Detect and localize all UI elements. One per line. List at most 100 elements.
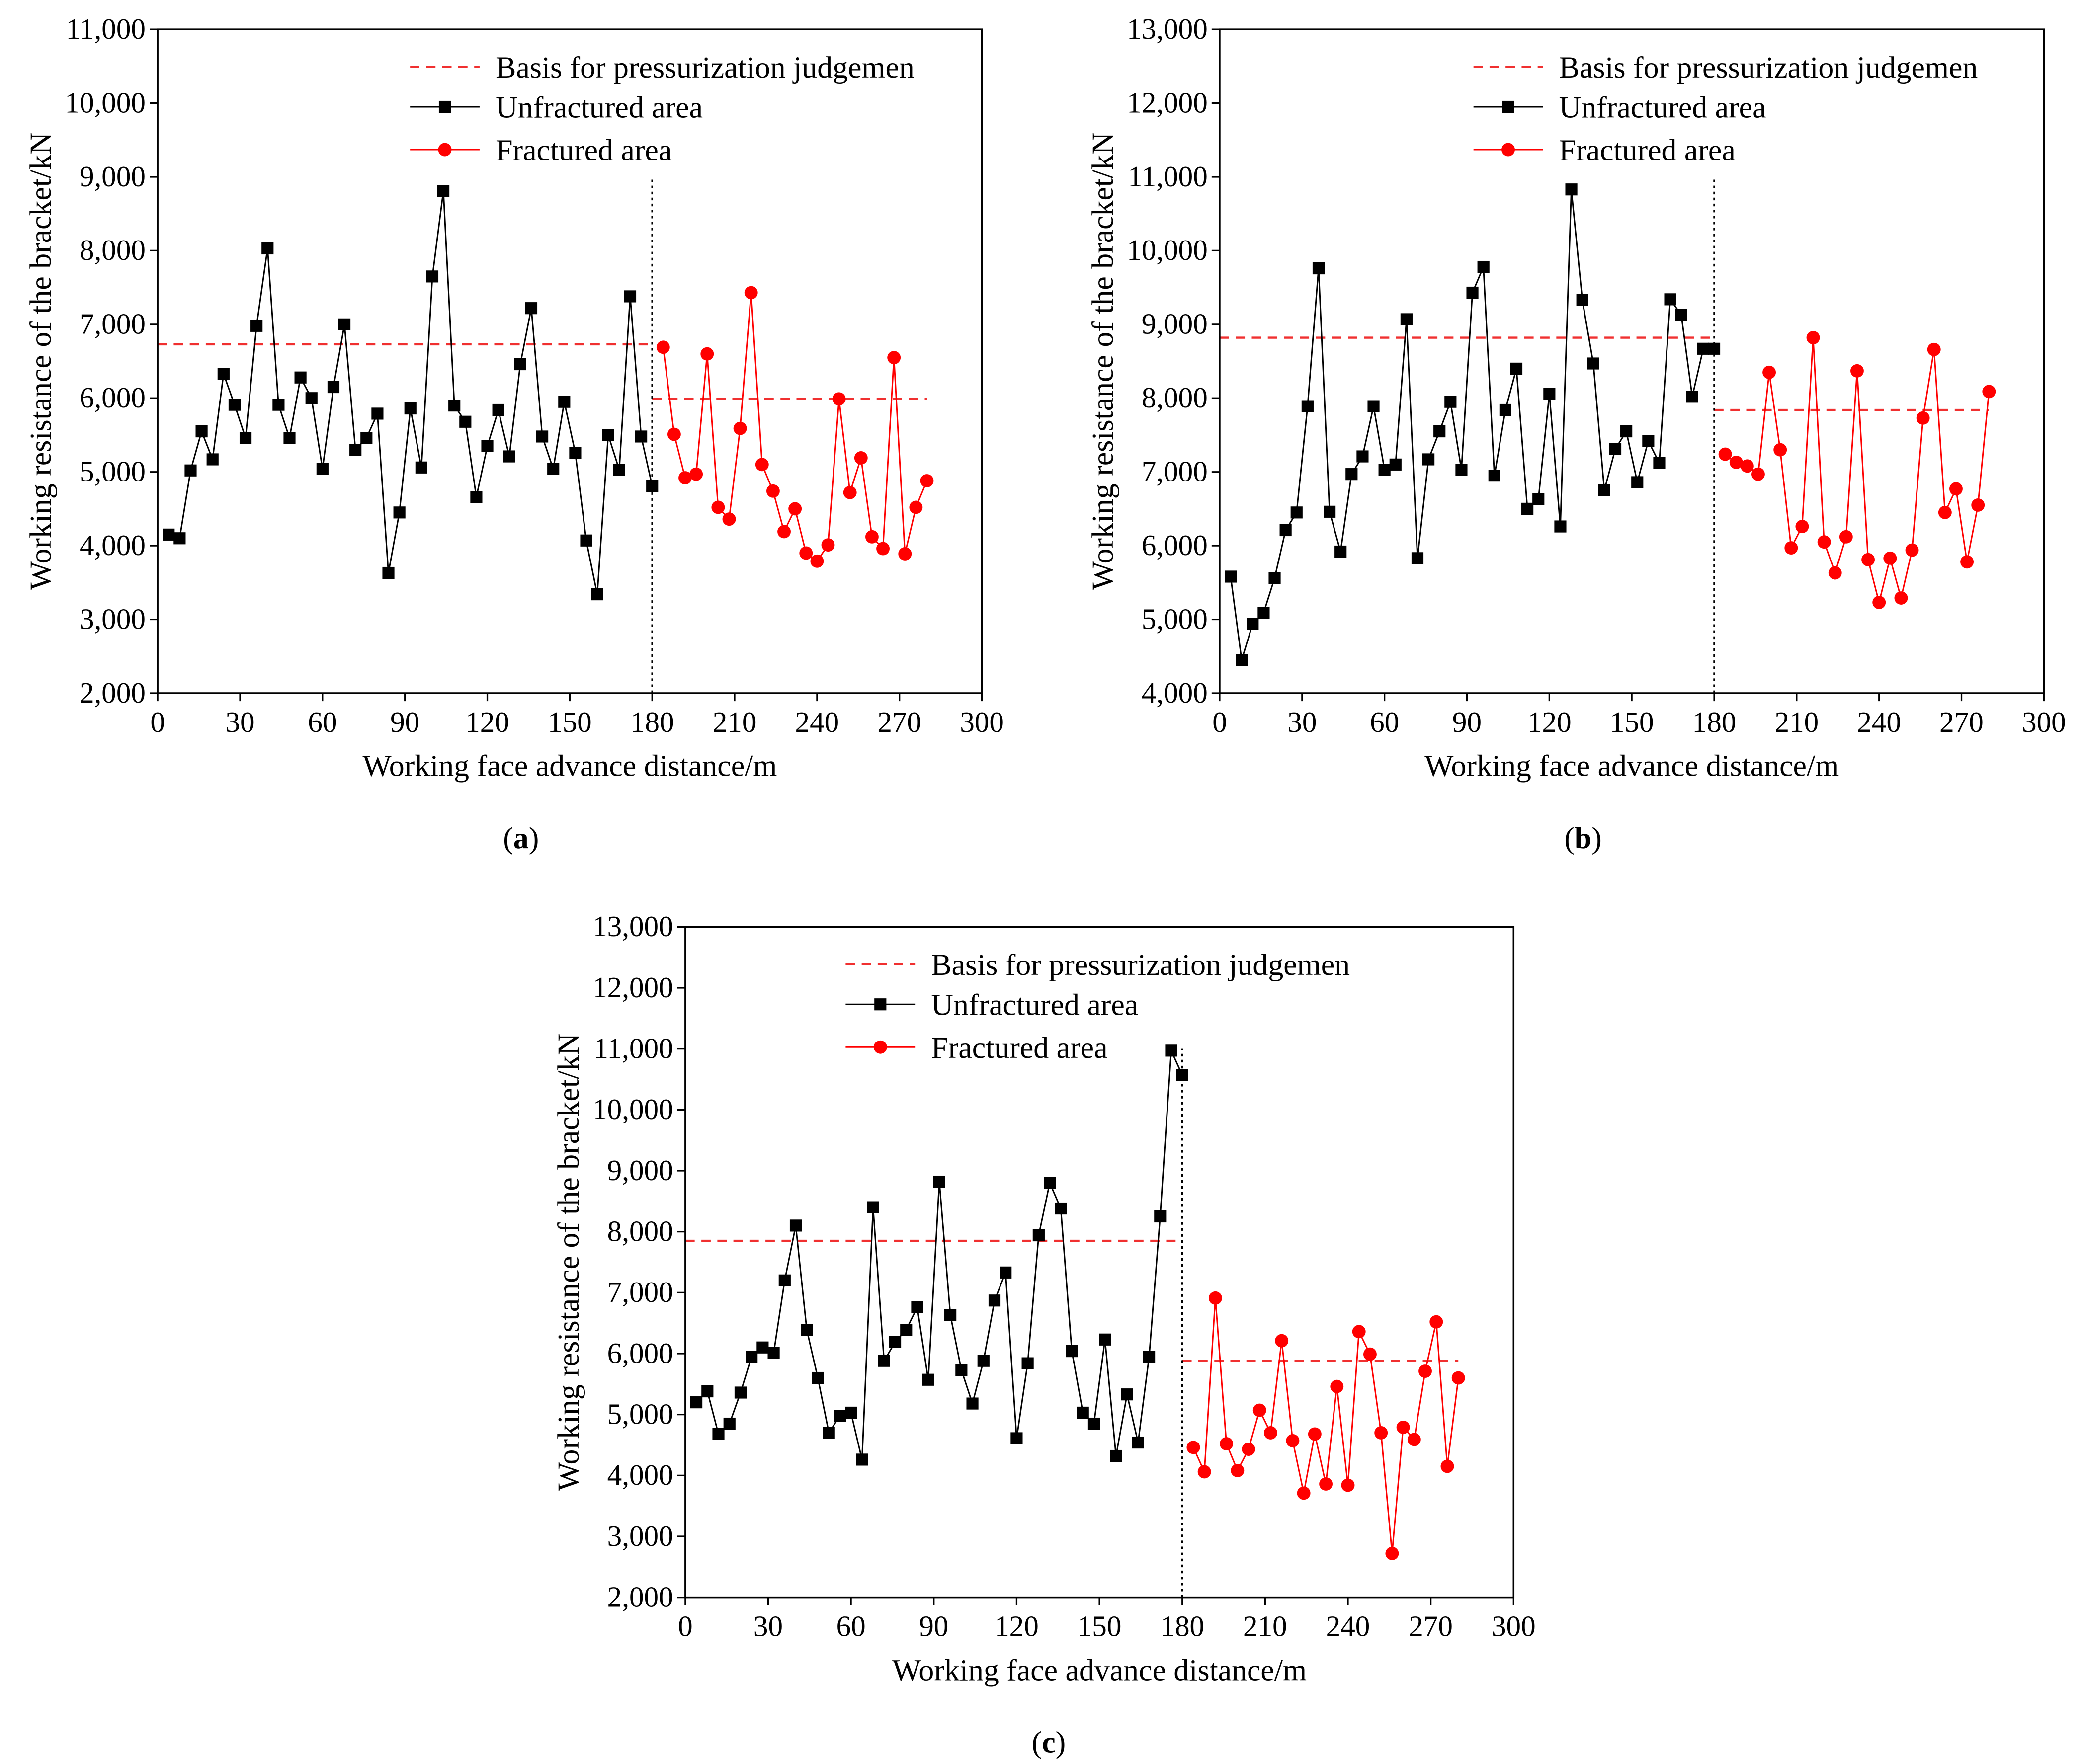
fractured-point <box>678 471 692 485</box>
y-axis-title: Working resistance of the bracket/kN <box>24 132 58 590</box>
legend-label: Unfractured area <box>931 988 1138 1022</box>
unfractured-point <box>514 358 526 371</box>
fractured-point <box>1264 1426 1277 1440</box>
panel-label-open: ( <box>503 821 513 855</box>
x-tick-label: 240 <box>1326 1610 1370 1643</box>
x-tick-label: 180 <box>630 706 674 738</box>
unfractured-point <box>1598 484 1610 496</box>
legend: Basis for pressurization judgemen Unfract… <box>410 51 915 167</box>
fractured-point <box>854 451 868 465</box>
unfractured-point <box>525 302 538 315</box>
unfractured-point <box>1565 183 1578 196</box>
unfractured-point <box>415 461 427 474</box>
panel-label-close: ) <box>529 821 539 855</box>
x-tick-label: 300 <box>960 706 1004 738</box>
unfractured-point <box>1334 545 1347 558</box>
unfractured-point <box>503 450 515 463</box>
legend-item-unfractured: Unfractured area <box>410 91 703 125</box>
legend-square-marker-icon <box>438 100 451 113</box>
unfractured-point <box>1000 1266 1012 1279</box>
x-tick-label: 240 <box>795 706 839 738</box>
fractured-point <box>1927 342 1941 356</box>
fractured-point <box>1795 520 1809 533</box>
fractured-point <box>1297 1486 1311 1500</box>
fractured-point <box>876 542 890 556</box>
unfractured-point <box>1367 400 1380 412</box>
fractured-point <box>909 500 923 514</box>
y-tick-label: 5,000 <box>80 455 146 488</box>
x-tick-label: 210 <box>1243 1610 1287 1643</box>
unfractured-point <box>1236 654 1248 666</box>
unfractured-point <box>1532 493 1545 505</box>
panel-label-letter: a <box>513 821 529 855</box>
unfractured-point <box>1400 313 1413 325</box>
x-tick-label: 210 <box>713 706 757 738</box>
unfractured-point <box>801 1324 813 1336</box>
x-tick-label: 150 <box>548 706 592 738</box>
unfractured-point <box>856 1453 868 1466</box>
fractured-point <box>689 467 703 481</box>
y-tick-label: 10,000 <box>65 86 146 119</box>
y-tick-label: 10,000 <box>592 1093 673 1125</box>
unfractured-point <box>393 506 406 519</box>
fractured-point <box>887 351 901 365</box>
unfractured-point <box>867 1201 879 1213</box>
y-tick-label: 6,000 <box>607 1337 673 1369</box>
y-tick-label: 3,000 <box>607 1520 673 1552</box>
y-tick-label: 6,000 <box>1142 529 1208 561</box>
unfractured-point <box>1055 1202 1067 1215</box>
fractured-point <box>755 458 769 472</box>
x-tick-label: 150 <box>1610 706 1654 738</box>
y-tick-label: 2,000 <box>80 676 146 709</box>
unfractured-point <box>977 1355 990 1367</box>
unfractured-point <box>1653 457 1666 469</box>
unfractured-point <box>889 1336 902 1348</box>
unfractured-point <box>778 1274 791 1286</box>
fractured-point <box>1286 1434 1300 1447</box>
y-tick-label: 13,000 <box>1127 12 1208 45</box>
unfractured-point <box>1389 458 1402 471</box>
unfractured-point <box>1121 1388 1133 1401</box>
panel-label: (b) <box>1564 821 1602 855</box>
legend-label: Basis for pressurization judgemen <box>931 948 1350 982</box>
y-tick-label: 5,000 <box>1142 602 1208 635</box>
fractured-point <box>1817 535 1831 549</box>
unfractured-point <box>569 447 582 459</box>
x-tick-label: 270 <box>877 706 921 738</box>
legend-item-fractured: Fractured area <box>1473 134 1736 167</box>
unfractured-point <box>1247 618 1259 630</box>
legend: Basis for pressurization judgemen Unfract… <box>845 948 1350 1065</box>
unfractured-point <box>1077 1406 1089 1419</box>
unfractured-point <box>955 1364 968 1376</box>
unfractured-point <box>635 430 648 443</box>
unfractured-point <box>448 400 461 412</box>
unfractured-point <box>1268 572 1281 584</box>
unfractured-point <box>294 371 307 384</box>
unfractured-point <box>624 290 637 303</box>
x-tick-label: 300 <box>2022 706 2066 738</box>
y-axis-title: Working resistance of the bracket/kN <box>552 1033 585 1491</box>
unfractured-point <box>1477 260 1490 273</box>
legend-label: Fractured area <box>1559 134 1736 167</box>
fractured-point <box>1220 1437 1234 1450</box>
y-tick-label: 8,000 <box>1142 381 1208 414</box>
x-tick-label: 0 <box>678 1610 693 1643</box>
unfractured-point <box>481 440 494 452</box>
panel-label-letter: b <box>1575 821 1591 855</box>
unfractured-point <box>1356 450 1369 463</box>
unfractured-point <box>1521 502 1534 515</box>
fractured-point <box>1861 553 1875 566</box>
panel-label: (a) <box>503 821 539 855</box>
fractured-point <box>766 484 780 498</box>
unfractured-point <box>305 392 318 404</box>
unfractured-point <box>261 242 274 255</box>
unfractured-point <box>966 1397 979 1410</box>
legend-circle-marker-icon <box>438 143 452 157</box>
y-tick-label: 11,000 <box>1128 160 1207 193</box>
fractured-point <box>1385 1546 1399 1560</box>
unfractured-point <box>845 1406 857 1419</box>
legend-label: Basis for pressurization judgemen <box>1559 51 1978 84</box>
unfractured-point <box>206 453 219 466</box>
unfractured-point <box>922 1373 934 1386</box>
